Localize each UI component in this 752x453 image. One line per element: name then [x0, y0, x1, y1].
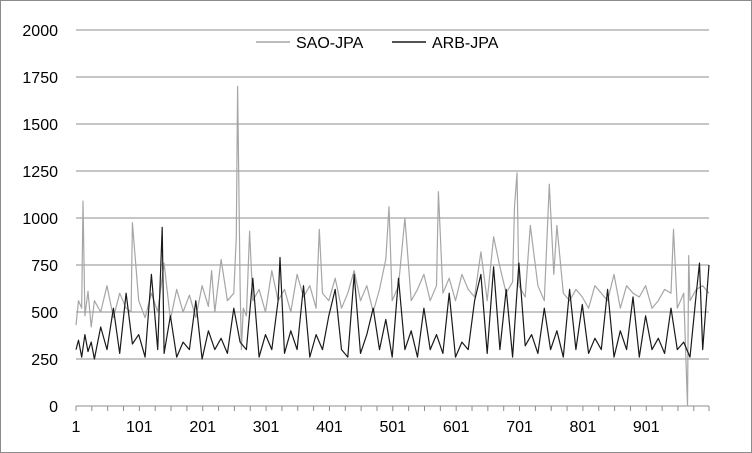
legend-label: SAO-JPA — [296, 35, 364, 52]
y-tick-label: 1750 — [22, 70, 58, 87]
x-tick-label: 301 — [253, 419, 280, 436]
y-tick-label: 250 — [31, 352, 58, 369]
y-tick-label: 0 — [49, 399, 58, 416]
y-tick-label: 500 — [31, 305, 58, 322]
x-tick-label: 1 — [72, 419, 81, 436]
series-line-arb-jpa — [75, 226, 710, 360]
x-tick-label: 501 — [379, 419, 406, 436]
series-line-sao-jpa — [75, 85, 710, 407]
x-tick-label: 101 — [126, 419, 153, 436]
y-tick-label: 750 — [31, 258, 58, 275]
gridlines — [76, 29, 709, 360]
x-tick-label: 601 — [443, 419, 470, 436]
legend-label: ARB-JPA — [432, 35, 499, 52]
x-tick-label: 801 — [570, 419, 597, 436]
y-tick-label: 1000 — [22, 211, 58, 228]
series-lines — [75, 85, 710, 407]
y-tick-label: 1500 — [22, 117, 58, 134]
x-tick-label: 401 — [316, 419, 343, 436]
x-tick-label: 201 — [189, 419, 216, 436]
axes: 0 250 500 750 1000 1250 1500 1750 2000 1 101 201 301… — [22, 23, 710, 436]
y-tick-label: 1250 — [22, 164, 58, 181]
y-tick-label: 2000 — [22, 23, 58, 40]
x-tick-label: 701 — [506, 419, 533, 436]
x-tick-label: 901 — [633, 419, 660, 436]
legend: SAO-JPA ARB-JPA — [256, 35, 499, 52]
